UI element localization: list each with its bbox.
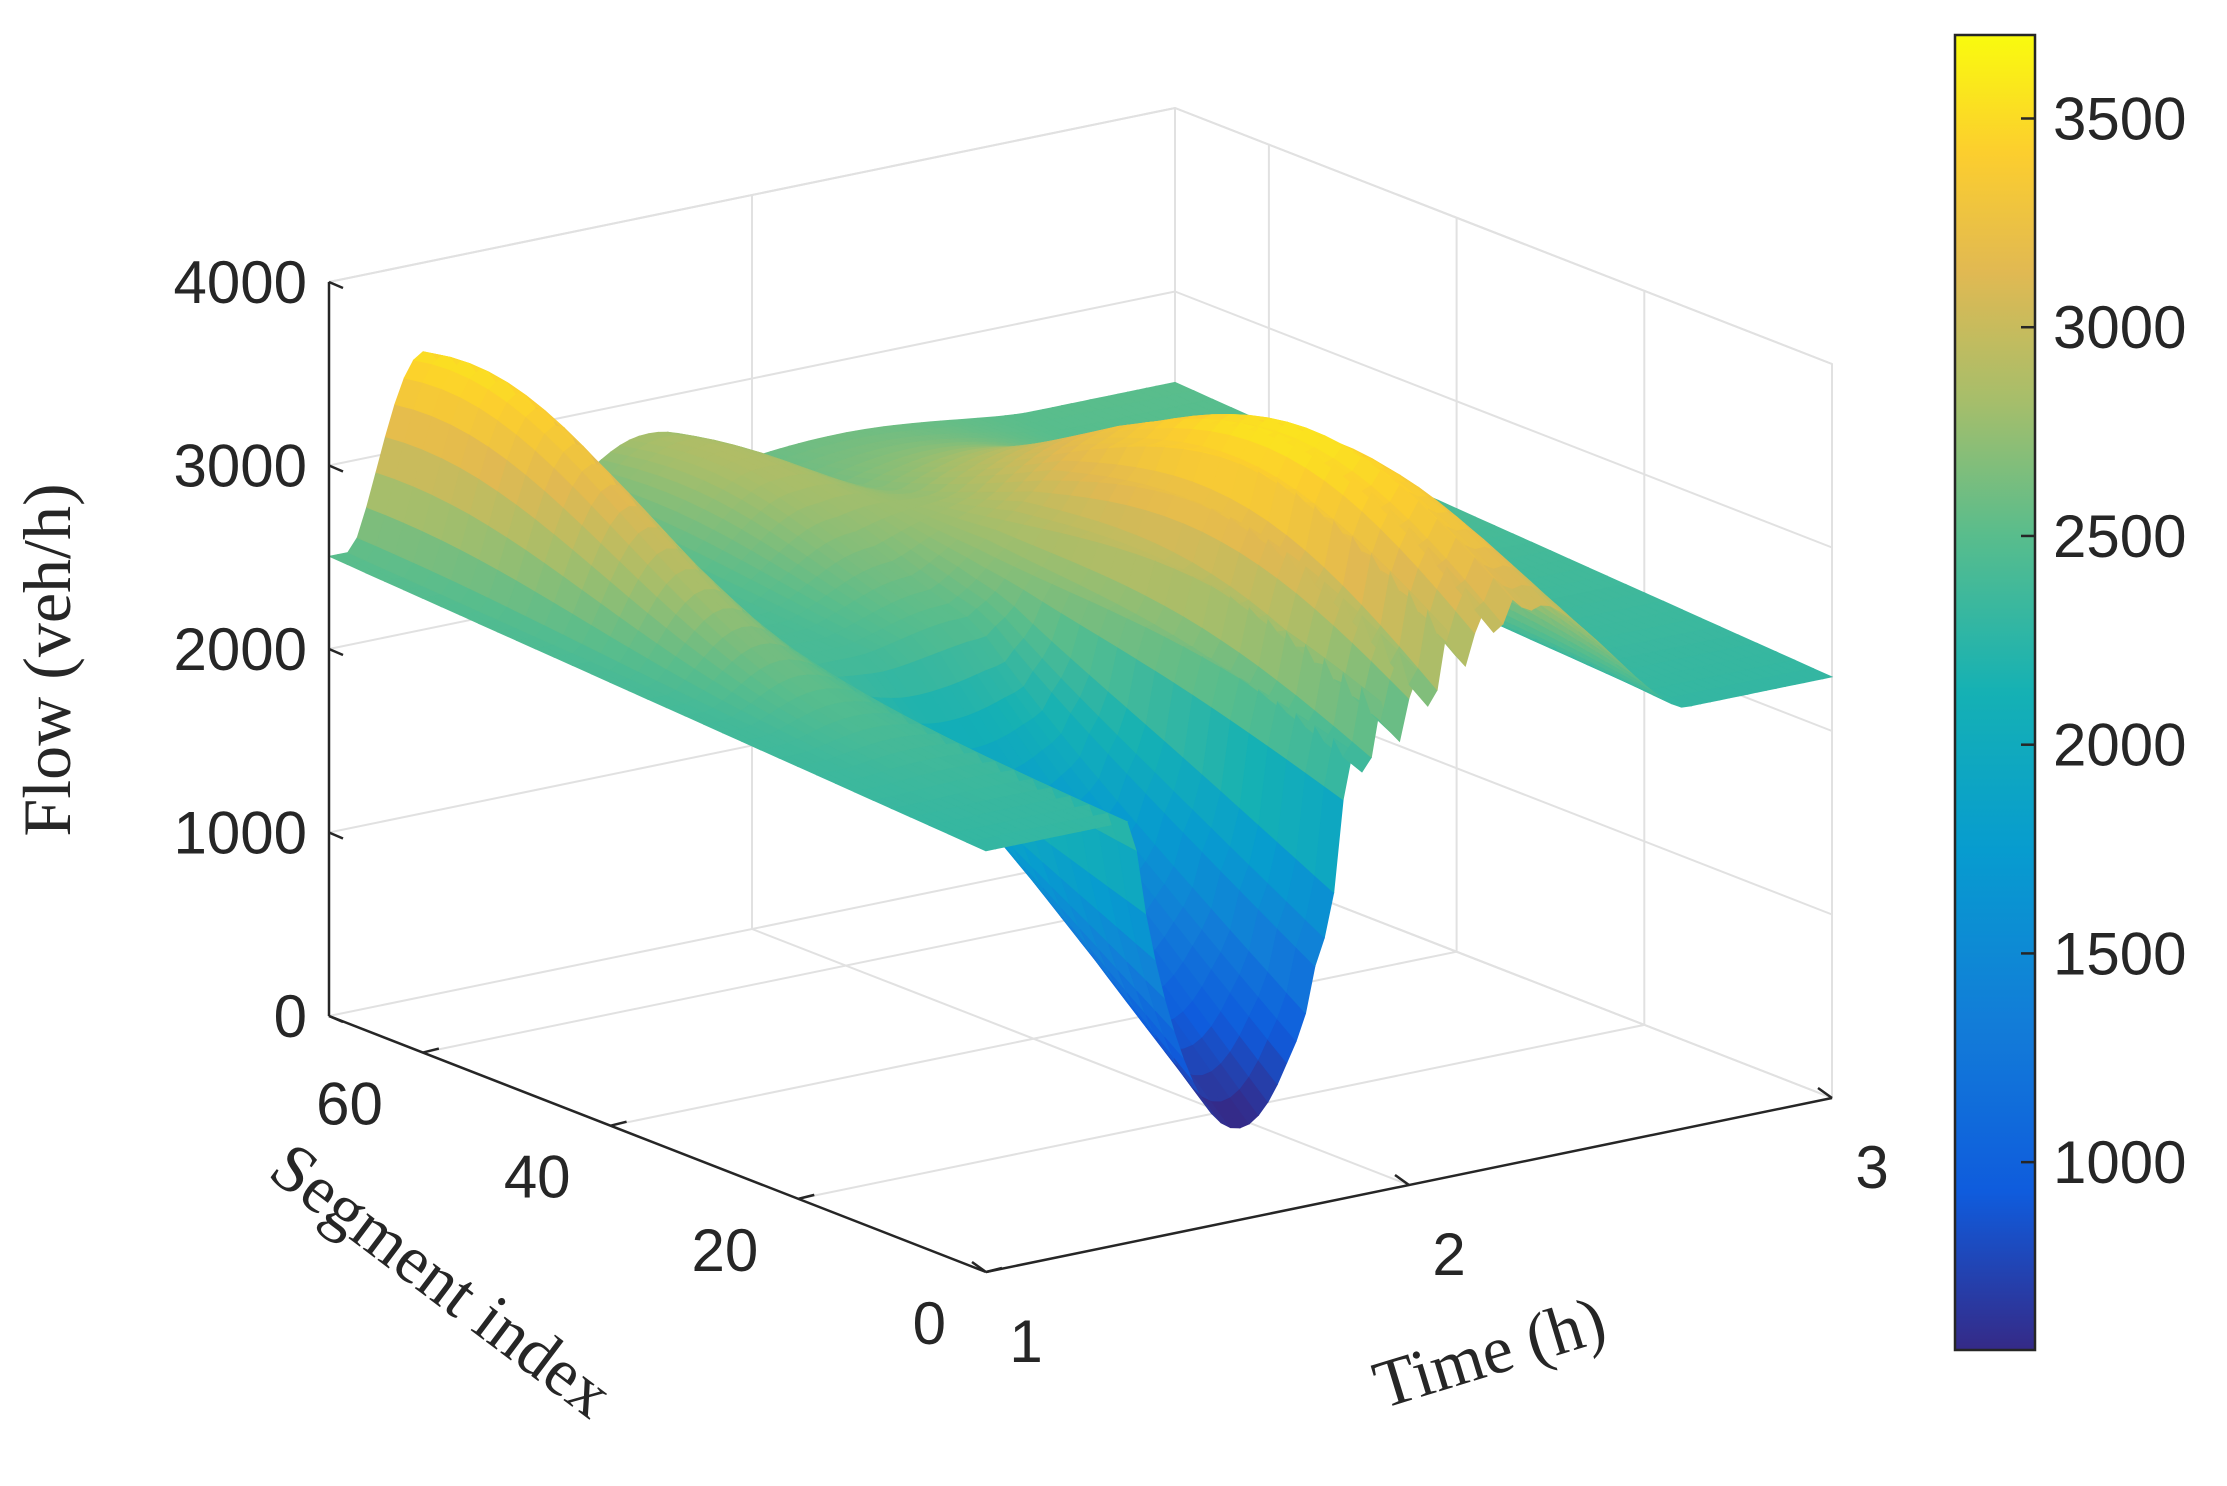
x-tick-mark (1394, 1173, 1410, 1187)
x-tick-mark (971, 1260, 987, 1274)
surface-patch (1802, 668, 1834, 680)
z-tick-label: 4000 (174, 249, 307, 316)
surface-layer (327, 351, 1834, 1129)
grid-line-y (798, 290, 1646, 1200)
x-tick-label: 1 (1009, 1308, 1042, 1375)
axes-layer: 0 1000 2000 3000 4000 0 20 40 60 1 2 3 (174, 249, 1889, 1375)
colorbar-tick-label: 3000 (2053, 294, 2186, 361)
z-axis-label: Flow (veh/h) (9, 483, 85, 836)
colorbar-tick-label: 2000 (2053, 712, 2186, 779)
y-tick-label: 0 (913, 1290, 946, 1357)
grid-line-x (751, 195, 1410, 1186)
z-tick-mark (328, 280, 344, 290)
x-axis-label: Time (h) (1365, 1281, 1614, 1423)
z-tick-label: 2000 (174, 616, 307, 683)
z-tick-mark (328, 464, 344, 473)
z-tick-label: 1000 (174, 800, 307, 867)
x-tick-label: 2 (1432, 1221, 1465, 1288)
colorbar: 1000 1500 2000 2500 3000 3500 (1953, 33, 2186, 1352)
y-axis-line (328, 1014, 987, 1274)
x-tick-label: 3 (1855, 1134, 1888, 1201)
colorbar-bar (1953, 33, 2037, 1352)
z-tick-mark (328, 1014, 344, 1024)
y-axis-label: Segment index (257, 1127, 627, 1432)
z-tick-label: 3000 (174, 433, 307, 500)
z-tick-mark (328, 831, 344, 840)
y-tick-mark (422, 1047, 440, 1054)
colorbar-tick-label: 1000 (2053, 1129, 2186, 1196)
colorbar-tick-label: 3500 (2053, 85, 2186, 152)
y-tick-label: 20 (692, 1217, 759, 1284)
y-tick-mark (797, 1193, 815, 1201)
z-tick-mark (328, 647, 344, 657)
colorbar-ticks: 1000 1500 2000 2500 3000 3500 (2021, 85, 2186, 1196)
y-tick-label: 60 (316, 1071, 383, 1138)
colorbar-tick-label: 2500 (2053, 503, 2186, 570)
colorbar-tick-label: 1500 (2053, 920, 2186, 987)
y-tick-mark (985, 1266, 1003, 1274)
grid-line-y (610, 217, 1458, 1127)
z-tick-label: 0 (274, 983, 307, 1050)
y-tick-label: 40 (504, 1144, 571, 1211)
x-tick-mark (1817, 1086, 1833, 1100)
y-tick-mark (610, 1120, 627, 1127)
